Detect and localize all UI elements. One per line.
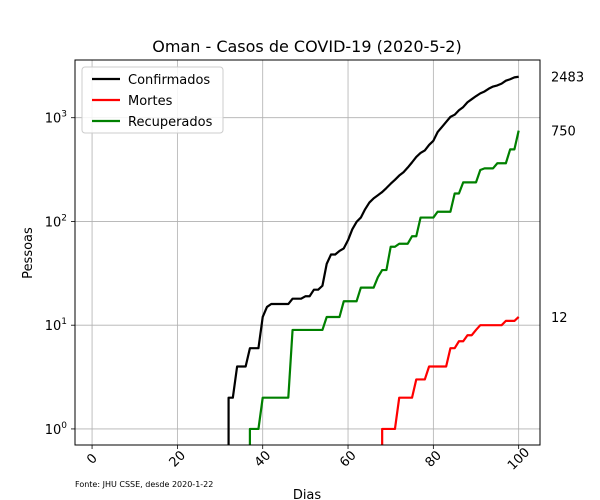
legend-box: [81, 66, 224, 134]
y-tick-label: 101: [45, 317, 67, 334]
chart-title: Oman - Casos de COVID-19 (2020-5-2): [152, 37, 461, 56]
x-axis-label: Dias: [293, 488, 322, 500]
series-line-confirmados: [227, 75, 519, 445]
y-tick-label: 100: [45, 421, 68, 438]
y-tick-label: 103: [45, 110, 67, 127]
plot-frame: [74, 59, 541, 446]
y-tick-exponent: 2: [61, 213, 67, 223]
grid: [75, 60, 540, 445]
y-tick-base: 10: [45, 319, 62, 334]
end-label-recuperados: 750: [551, 125, 576, 140]
series-layer: [227, 75, 520, 445]
y-axis-label: Pessoas: [21, 227, 36, 279]
end-label-mortes: 12: [551, 311, 568, 326]
end-label-confirmados: 2483: [551, 71, 584, 86]
y-tick-base: 10: [45, 112, 62, 127]
y-tick-exponent: 1: [61, 317, 67, 327]
end-labels: 2483 12 750: [551, 71, 584, 326]
y-tick-label: 102: [45, 213, 67, 230]
source-note: Fonte: JHU CSSE, desde 2020-1-22: [75, 480, 213, 489]
series-line-mortes: [381, 316, 520, 445]
y-tick-base: 10: [45, 423, 62, 438]
legend-label-confirmados: Confirmados: [128, 73, 210, 88]
series-line-recuperados: [248, 130, 520, 445]
legend-label-mortes: Mortes: [128, 94, 173, 109]
y-tick-exponent: 3: [61, 110, 67, 120]
y-tick-exponent: 0: [61, 421, 67, 431]
legend: Confirmados Mortes Recuperados: [81, 66, 224, 134]
y-tick-base: 10: [45, 215, 62, 230]
legend-label-recuperados: Recuperados: [128, 115, 213, 130]
